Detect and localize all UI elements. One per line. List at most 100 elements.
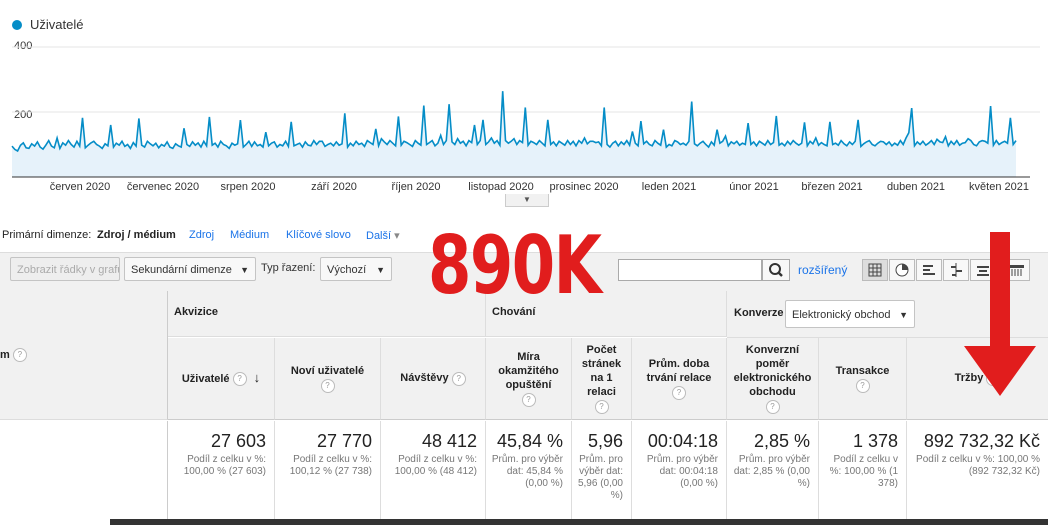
annotation-890k: 890K [428,219,602,312]
help-icon[interactable]: ? [320,378,335,393]
col-ecommerce-conversion-rate-help: ? [765,399,780,414]
annotation-down-arrow-icon [964,232,1036,396]
total-new-users-sub: Podíl z celku v %: 100,12 % (27 738) [289,454,372,477]
chart-plot [11,46,1040,178]
col-transactions[interactable]: Transakce? [819,338,907,420]
help-icon[interactable]: ? [232,372,247,387]
col-users[interactable]: Uživatelé ? ↓ [168,338,275,420]
dimension-source[interactable]: Zdroj [189,229,215,241]
col-new-users[interactable]: Noví uživatelé? [275,338,381,420]
secondary-dimension-label: Sekundární dimenze [131,264,232,276]
total-pages-per-session: 5,96 Prům. pro výběr dat: 5,96 (0,00 %) [572,421,632,525]
dimension-more[interactable]: Další ▾ [366,229,400,242]
total-pages-per-session-sub: Prům. pro výběr dat: 5,96 (0,00 %) [577,454,623,501]
col-sessions-label: Návštěvy ? [400,371,466,386]
x-tick: únor 2021 [729,181,779,193]
conversion-type-select[interactable]: Elektronický obchod ▼ [785,300,915,328]
x-tick: říjen 2020 [391,181,441,193]
x-tick: leden 2021 [641,181,697,193]
term-cloud-icon [977,266,989,276]
group-acquisition: Akvizice [168,291,486,337]
total-revenue: 892 732,32 Kč Podíl z celku v %: 100,00 %… [907,421,1048,525]
x-tick: září 2020 [311,181,357,193]
collapse-chart-chevron-icon[interactable]: ▼ [505,194,549,207]
col-pages-per-session-help: ? [594,399,609,414]
search-button[interactable] [762,259,790,281]
chevron-down-icon: ▼ [376,265,385,275]
view-table-button[interactable] [862,259,888,281]
y-tick-400: 400 [14,40,33,52]
group-acquisition-label: Akvizice [174,306,219,318]
sort-type-label: Typ řazení: [261,262,316,274]
horizontal-scrollbar[interactable] [110,519,1048,525]
col-transactions-help: ? [855,378,870,393]
total-new-users: 27 770 Podíl z celku v %: 100,12 % (27 73… [275,421,381,525]
col-avg-session-duration-help: ? [672,385,686,400]
view-bar-button[interactable] [916,259,942,281]
total-users-sub: Podíl z celku v %: 100,00 % (27 603) [183,454,266,477]
col-pages-per-session-label: Počet stránek na 1 relaci [581,344,622,399]
help-icon[interactable]: ? [672,385,686,400]
secondary-dimension-select[interactable]: Sekundární dimenze ▼ [124,257,256,281]
show-rows-button[interactable]: Zobrazit řádky v grafu [10,257,120,281]
total-bounce-rate: 45,84 % Prům. pro výběr dat: 45,84 % (0,0… [486,421,572,525]
total-transactions-sub: Podíl z celku v %: 100,00 % (1 378) [829,454,898,489]
table-search-input[interactable] [618,259,762,281]
x-tick: duben 2021 [886,181,946,193]
series-line-users [11,91,1017,153]
legend-label: Uživatelé [30,17,84,32]
col-avg-session-duration-label: Prům. doba trvání relace [646,358,712,385]
total-sessions: 48 412 Podíl z celku v %: 100,00 % (48 41… [381,421,486,525]
series-area [12,91,1016,177]
help-icon[interactable]: ? [12,348,27,362]
col-ecommerce-conversion-rate-label: Konverzní poměr elektronického obchodu [733,344,812,399]
col-avg-session-duration[interactable]: Prům. doba trvání relace? [632,338,727,420]
total-revenue-sub: Podíl z celku v %: 100,00 % (892 732,32 … [916,454,1040,477]
col-bounce-rate[interactable]: Míra okamžitého opuštění? [486,338,572,420]
col-pages-per-session[interactable]: Počet stránek na 1 relaci? [572,338,632,420]
help-icon[interactable]: ? [451,371,466,386]
search-icon [769,263,783,277]
dimension-column-label: m ? [0,348,27,362]
col-ecommerce-conversion-rate[interactable]: Konverzní poměr elektronického obchodu? [727,338,819,420]
col-users-text: Uživatelé [181,372,230,385]
col-sessions-text: Návštěvy [400,372,449,385]
dimension-column-text: m [0,348,10,361]
chevron-down-icon: ▾ [394,230,400,242]
chevron-down-icon: ▼ [899,310,908,320]
x-tick: srpen 2020 [220,181,276,193]
total-sessions-value: 48 412 [421,431,477,451]
bar-chart-icon [923,265,935,275]
col-sessions[interactable]: Návštěvy ? [381,338,486,420]
help-icon[interactable]: ? [521,392,536,407]
help-icon[interactable]: ? [594,399,609,414]
dimension-source-medium[interactable]: Zdroj / médium [97,229,176,241]
total-bounce-rate-value: 45,84 % [496,431,563,451]
help-icon[interactable]: ? [765,399,780,414]
dimension-keyword[interactable]: Klíčové slovo [286,229,351,241]
total-transactions-value: 1 378 [852,431,898,451]
total-revenue-value: 892 732,32 Kč [923,431,1040,451]
total-new-users-value: 27 770 [316,431,372,451]
sort-type-value: Výchozí [327,264,367,276]
dimension-column-header[interactable]: m ? [0,291,168,420]
sort-type-select[interactable]: Výchozí ▼ [320,257,392,281]
total-users-value: 27 603 [210,431,266,451]
advanced-filter-link[interactable]: rozšířený [798,263,848,277]
total-avg-session-duration-sub: Prům. pro výběr dat: 00:04:18 (0,00 %) [646,454,718,489]
group-behavior: Chování [486,291,727,337]
view-pie-button[interactable] [889,259,915,281]
dimension-medium[interactable]: Médium [230,229,270,241]
help-icon[interactable]: ? [855,378,870,393]
comparison-icon [951,263,962,277]
primary-dimension-label: Primární dimenze: [2,229,92,241]
col-bounce-rate-help: ? [521,392,536,407]
view-comparison-button[interactable] [943,259,969,281]
col-new-users-help: ? [320,378,335,393]
pie-chart-icon [895,263,909,277]
x-tick: prosinec 2020 [549,181,619,193]
dimension-more-label: Další [366,230,392,242]
group-behavior-label: Chování [492,306,536,318]
sort-down-arrow-icon: ↓ [253,369,261,385]
total-bounce-rate-sub: Prům. pro výběr dat: 45,84 % (0,00 %) [491,454,563,489]
